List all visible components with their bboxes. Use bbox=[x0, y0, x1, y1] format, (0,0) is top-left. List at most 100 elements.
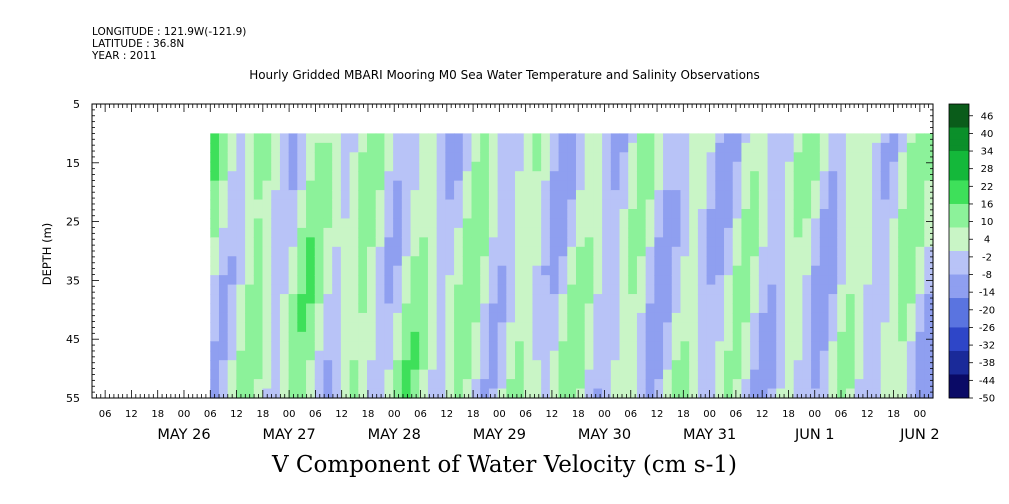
heatmap-cell bbox=[210, 284, 220, 295]
heatmap-cell bbox=[410, 227, 420, 238]
heatmap-cell bbox=[872, 142, 882, 153]
heatmap-cell bbox=[384, 142, 394, 153]
heatmap-cell bbox=[340, 379, 351, 390]
heatmap-cell bbox=[532, 303, 542, 314]
heatmap-cell bbox=[758, 256, 769, 267]
heatmap-cell bbox=[358, 142, 368, 153]
heatmap-cell bbox=[349, 284, 359, 295]
colorbar-segment bbox=[949, 256, 969, 264]
heatmap-cell bbox=[854, 246, 864, 257]
heatmap-cell bbox=[218, 209, 229, 220]
heatmap-cell bbox=[314, 218, 325, 229]
heatmap-cell bbox=[889, 133, 899, 144]
heatmap-cell bbox=[532, 171, 542, 182]
heatmap-cell bbox=[367, 322, 377, 333]
heatmap-cell bbox=[706, 227, 716, 238]
heatmap-cell bbox=[497, 303, 507, 314]
heatmap-cell bbox=[906, 294, 917, 305]
heatmap-cell bbox=[636, 133, 647, 144]
heatmap-cell bbox=[271, 227, 281, 238]
heatmap-cell bbox=[602, 171, 612, 182]
heatmap-cell bbox=[706, 341, 716, 352]
heatmap-cell bbox=[784, 265, 795, 276]
heatmap-cell bbox=[575, 379, 586, 390]
heatmap-cell bbox=[480, 388, 490, 399]
heatmap-cell bbox=[706, 180, 716, 191]
heatmap-cell bbox=[427, 218, 438, 229]
heatmap-cell bbox=[515, 312, 525, 323]
heatmap-cell bbox=[488, 303, 499, 314]
heatmap-cell bbox=[340, 388, 351, 399]
heatmap-cell bbox=[758, 350, 769, 361]
heatmap-cell bbox=[724, 256, 734, 267]
heatmap-cell bbox=[750, 246, 760, 257]
heatmap-cell bbox=[697, 142, 708, 153]
heatmap-cell bbox=[636, 246, 647, 257]
heatmap-cell bbox=[314, 161, 325, 172]
heatmap-cell bbox=[837, 218, 847, 229]
heatmap-cell bbox=[628, 322, 638, 333]
heatmap-cell bbox=[375, 246, 386, 257]
heatmap-cell bbox=[663, 161, 673, 172]
heatmap-cell bbox=[906, 161, 917, 172]
heatmap-cell bbox=[427, 303, 438, 314]
heatmap-cell bbox=[367, 237, 377, 248]
heatmap-cell bbox=[445, 161, 455, 172]
heatmap-cell bbox=[628, 369, 638, 380]
heatmap-cell bbox=[584, 322, 594, 333]
heatmap-cell bbox=[854, 369, 864, 380]
heatmap-cell bbox=[297, 284, 307, 295]
heatmap-cell bbox=[497, 265, 507, 276]
heatmap-cell bbox=[575, 227, 586, 238]
heatmap-cell bbox=[445, 322, 455, 333]
heatmap-cell bbox=[454, 180, 464, 191]
heatmap-cell bbox=[819, 303, 830, 314]
heatmap-cell bbox=[314, 237, 325, 248]
heatmap-cell bbox=[384, 312, 394, 323]
heatmap-cell bbox=[654, 294, 664, 305]
heatmap-cell bbox=[462, 161, 473, 172]
heatmap-cell bbox=[349, 209, 359, 220]
heatmap-cell bbox=[872, 218, 882, 229]
heatmap-cell bbox=[758, 275, 769, 286]
heatmap-cell bbox=[671, 265, 682, 276]
heatmap-cell bbox=[227, 322, 237, 333]
heatmap-cell bbox=[663, 180, 673, 191]
heatmap-cell bbox=[793, 341, 803, 352]
heatmap-cell bbox=[584, 312, 594, 323]
heatmap-cell bbox=[227, 209, 237, 220]
heatmap-cell bbox=[689, 152, 699, 163]
heatmap-cell bbox=[593, 237, 603, 248]
heatmap-cell bbox=[340, 190, 351, 201]
heatmap-cell bbox=[227, 227, 237, 238]
heatmap-cell bbox=[602, 142, 612, 153]
heatmap-cell bbox=[462, 350, 473, 361]
heatmap-cell bbox=[715, 190, 725, 201]
colorbar-segment bbox=[949, 280, 969, 287]
heatmap-cell bbox=[306, 294, 316, 305]
heatmap-cell bbox=[541, 369, 551, 380]
heatmap-cell bbox=[863, 246, 873, 257]
heatmap-cell bbox=[880, 199, 891, 210]
heatmap-cell bbox=[401, 246, 412, 257]
heatmap-cell bbox=[393, 294, 403, 305]
heatmap-cell bbox=[575, 142, 586, 153]
heatmap-cell bbox=[724, 312, 734, 323]
heatmap-cell bbox=[610, 161, 621, 172]
heatmap-cell bbox=[758, 227, 769, 238]
heatmap-cell bbox=[628, 190, 638, 201]
heatmap-cell bbox=[654, 275, 664, 286]
heatmap-cell bbox=[619, 388, 629, 399]
heatmap-cell bbox=[915, 199, 925, 210]
heatmap-cell bbox=[340, 133, 351, 144]
heatmap-cell bbox=[602, 369, 612, 380]
heatmap-cell bbox=[819, 256, 830, 267]
heatmap-cell bbox=[436, 284, 446, 295]
heatmap-cell bbox=[288, 369, 298, 380]
heatmap-cell bbox=[367, 360, 377, 371]
x-date-label: MAY 27 bbox=[262, 427, 315, 443]
heatmap-cell bbox=[462, 246, 473, 257]
heatmap-cell bbox=[401, 227, 412, 238]
heatmap-cell bbox=[218, 161, 229, 172]
colorbar-tick-label: -20 bbox=[979, 305, 995, 316]
